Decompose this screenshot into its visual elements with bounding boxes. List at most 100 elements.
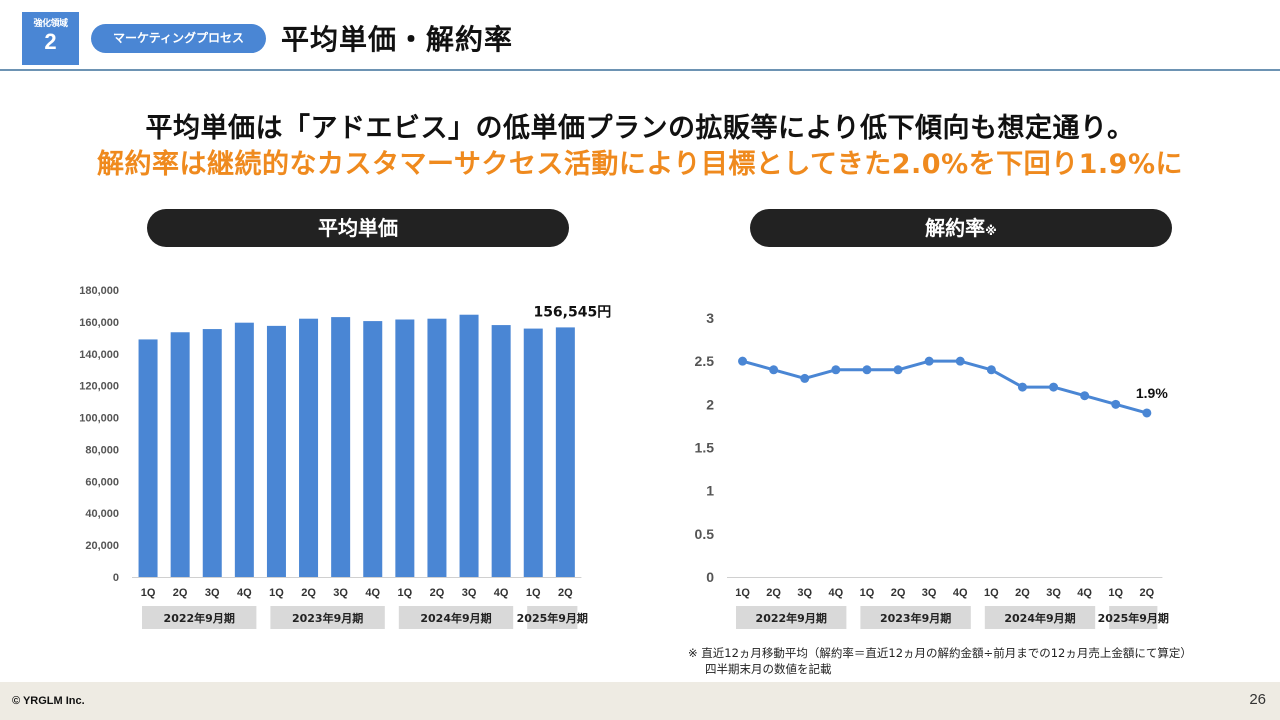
price-bar (427, 318, 447, 577)
bar-x-tick-label: 1Q (141, 587, 156, 599)
header-divider (0, 69, 1280, 71)
line-period-label: 2024年9月期 (1004, 611, 1075, 625)
churn-point (800, 373, 810, 383)
bar-x-tick-label: 1Q (269, 587, 284, 599)
bar-x-tick-label: 4Q (365, 587, 380, 599)
bar-y-tick-label: 140,000 (79, 349, 119, 361)
bar-x-tick-label: 3Q (333, 587, 348, 599)
bar-period-box (270, 606, 385, 629)
price-bar (555, 327, 575, 577)
price-bar (170, 332, 190, 577)
bar-x-tick-label: 1Q (526, 587, 541, 599)
page-number: 26 (1249, 691, 1266, 708)
line-x-tick-label: 1Q (735, 587, 750, 599)
bar-y-tick-label: 160,000 (79, 317, 119, 329)
churn-title-text: 解約率 (925, 216, 986, 240)
line-y-tick-label: 0 (706, 569, 714, 585)
bar-y-tick-label: 80,000 (85, 444, 119, 456)
bar-period-box (398, 606, 514, 629)
bar-period-label: 2023年9月期 (292, 611, 363, 625)
line-x-tick-label: 4Q (953, 587, 968, 599)
copyright: © YRGLM Inc. (12, 695, 85, 707)
bar-x-tick-label: 2Q (173, 587, 188, 599)
churn-point (862, 365, 872, 375)
bar-y-tick-label: 120,000 (79, 381, 119, 393)
line-period-label: 2023年9月期 (880, 611, 951, 625)
headline-line-1: 平均単価は「アドエビス」の低単価プランの拡販等により低下傾向も想定通り。 (145, 113, 1135, 144)
line-period-label: 2022年9月期 (756, 611, 827, 625)
churn-point (769, 365, 779, 375)
bar-x-tick-label: 2Q (430, 587, 445, 599)
bar-period-box (142, 606, 257, 629)
line-period-box (1109, 606, 1158, 629)
headline-line-2: 解約率は継続的なカスタマーサクセス活動により目標としてきた2.0%を下回り1.9… (96, 149, 1184, 180)
price-bar (138, 339, 158, 577)
line-y-tick-label: 3 (706, 310, 714, 326)
page-title: 平均単価・解約率 (281, 23, 514, 56)
price-bar (363, 321, 383, 577)
line-x-tick-label: 2Q (1015, 587, 1030, 599)
bar-y-tick-label: 20,000 (85, 540, 119, 552)
churn-point (955, 356, 965, 366)
line-period-box (984, 606, 1096, 629)
line-y-tick-label: 1 (706, 483, 714, 499)
avg-price-title-text: 平均単価 (318, 216, 398, 240)
footnote-line-2: 四半期末月の数値を記載 (705, 662, 832, 676)
line-x-tick-label: 4Q (829, 587, 844, 599)
price-bar (299, 318, 319, 577)
churn-point (1017, 382, 1027, 392)
avg-price-section-title: 平均単価 (147, 209, 569, 247)
bar-x-tick-label: 4Q (237, 587, 252, 599)
bar-x-tick-label: 4Q (494, 587, 509, 599)
bar-period-label: 2022年9月期 (164, 611, 235, 625)
line-x-tick-label: 1Q (984, 587, 999, 599)
line-period-box (860, 606, 971, 629)
price-bar (395, 319, 415, 577)
footer-bar: © YRGLM Inc. 26 (0, 682, 1280, 720)
bar-period-box (527, 606, 578, 629)
price-bar (234, 322, 254, 577)
line-period-label: 2025年9月期 (1098, 611, 1169, 625)
churn-point (986, 365, 996, 375)
bar-x-tick-label: 2Q (558, 587, 573, 599)
churn-point (1142, 408, 1152, 418)
churn-point (738, 356, 748, 366)
line-x-tick-label: 2Q (766, 587, 781, 599)
line-y-tick-label: 0.5 (695, 526, 715, 542)
footnote: ※ 直近12ヵ月移動平均（解約率＝直近12ヵ月の解約金額÷前月までの12ヵ月売上… (688, 645, 1192, 677)
line-x-tick-label: 3Q (797, 587, 812, 599)
line-x-tick-label: 3Q (1046, 587, 1061, 599)
churn-point (924, 356, 934, 366)
focus-area-number: 2 (44, 29, 57, 54)
price-last-value-label: 156,545円 (533, 304, 611, 320)
line-y-tick-label: 2.5 (695, 353, 715, 369)
bar-x-tick-label: 3Q (205, 587, 220, 599)
bar-y-tick-label: 40,000 (85, 508, 119, 520)
line-x-tick-label: 2Q (1140, 587, 1155, 599)
focus-area-badge: 強化領域 2 (22, 12, 79, 65)
bar-x-tick-label: 3Q (462, 587, 477, 599)
line-x-tick-label: 1Q (860, 587, 875, 599)
line-y-tick-label: 2 (706, 396, 714, 412)
churn-title-note-mark: ※ (985, 224, 997, 238)
bar-x-tick-label: 2Q (301, 587, 316, 599)
bar-x-tick-label: 1Q (398, 587, 413, 599)
price-bar (491, 325, 511, 577)
churn-section-title: 解約率※ (750, 209, 1172, 247)
line-x-tick-label: 4Q (1077, 587, 1092, 599)
price-bar (331, 317, 351, 577)
bar-y-tick-label: 0 (113, 572, 119, 584)
line-x-tick-label: 2Q (891, 587, 906, 599)
churn-rate-line (742, 359, 1148, 415)
line-period-box (736, 606, 847, 629)
price-bar (266, 325, 286, 577)
bar-period-label: 2025年9月期 (517, 611, 588, 625)
churn-point (831, 365, 841, 375)
category-pill: マーケティングプロセス (91, 24, 266, 53)
bar-y-tick-label: 100,000 (79, 413, 119, 425)
line-x-tick-label: 3Q (922, 587, 937, 599)
churn-point (893, 365, 903, 375)
churn-point (1080, 391, 1090, 401)
